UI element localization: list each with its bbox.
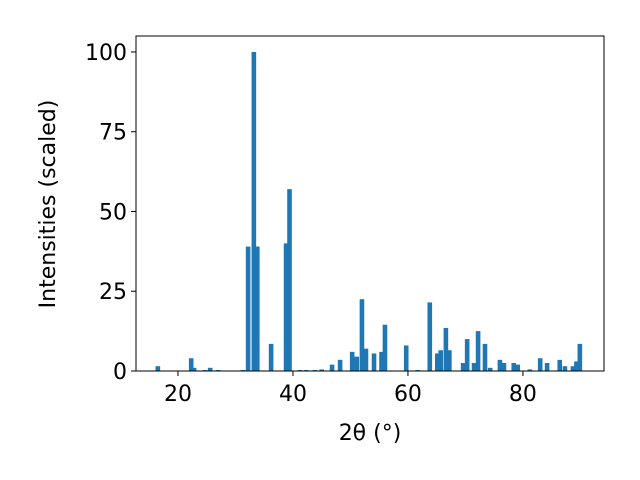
bar [245, 246, 251, 371]
bar [527, 369, 533, 371]
bar [268, 343, 274, 371]
bar [434, 353, 440, 371]
bar [191, 367, 197, 371]
bar [544, 363, 550, 371]
bar [251, 51, 257, 371]
bar [475, 331, 481, 371]
bar [574, 361, 579, 371]
bar [557, 359, 563, 371]
bar [464, 339, 470, 371]
bar [329, 364, 335, 371]
y-tick-label: 0 [113, 360, 127, 385]
bar [427, 302, 433, 371]
bar [337, 359, 343, 371]
y-tick-label: 75 [99, 121, 127, 146]
bar [537, 358, 543, 371]
bar [515, 364, 521, 371]
bar [155, 366, 161, 371]
x-tick-label: 60 [394, 382, 422, 407]
bar [403, 345, 409, 371]
bar [577, 343, 583, 371]
y-tick-label: 50 [99, 200, 127, 225]
bar [319, 369, 325, 371]
bar [349, 351, 355, 371]
bar [482, 343, 488, 371]
bar [443, 327, 449, 371]
x-tick-label: 40 [279, 382, 307, 407]
bar [562, 366, 568, 371]
bar [382, 324, 388, 371]
bar [363, 348, 369, 371]
bar [371, 353, 377, 371]
bar [471, 363, 477, 371]
x-tick-label: 20 [164, 382, 192, 407]
bar [255, 246, 260, 371]
bar [283, 243, 289, 371]
y-axis-label: Intensities (scaled) [36, 100, 61, 309]
y-tick-label: 25 [99, 280, 127, 305]
bar [497, 359, 503, 371]
bar [487, 367, 493, 371]
bar [460, 363, 466, 371]
bar [438, 350, 444, 371]
bar [188, 358, 194, 371]
bar [359, 299, 365, 371]
bar [511, 363, 517, 371]
bar [570, 366, 576, 371]
y-tick-label: 100 [85, 41, 127, 66]
bar [379, 351, 384, 371]
bar [287, 189, 292, 371]
bar [354, 356, 360, 371]
bar [447, 350, 452, 371]
bar [207, 367, 213, 371]
x-axis-label: 2θ (°) [339, 421, 402, 446]
x-tick-label: 80 [509, 382, 537, 407]
plot-frame [135, 35, 605, 372]
bar [501, 363, 507, 371]
